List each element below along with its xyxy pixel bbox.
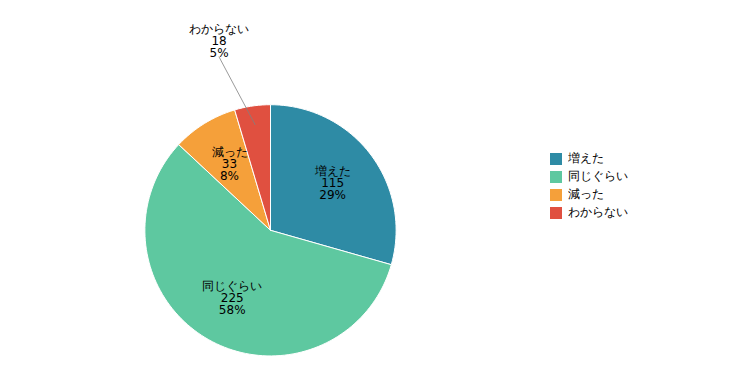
html-text:同じぐらい: 同じぐらい: [568, 169, 628, 183]
html-text:わからない: わからない: [568, 205, 628, 219]
html-text:増えた: 増えた: [568, 151, 604, 165]
svg-text:わからない185%: わからない185%: [189, 22, 249, 60]
svg-text:同じぐらい22558%: 同じぐらい22558%: [202, 279, 262, 317]
svg-text:減った338%: 減った338%: [212, 145, 248, 183]
svg-text:増えた11529%: 増えた11529%: [314, 164, 351, 202]
html-text:減った: 減った: [568, 187, 604, 201]
